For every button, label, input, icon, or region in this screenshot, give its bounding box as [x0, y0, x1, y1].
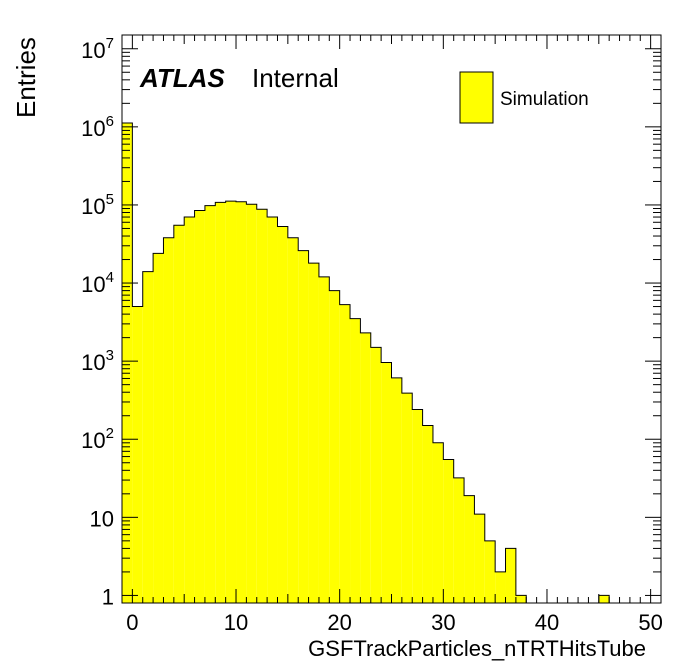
histogram-bar — [350, 318, 361, 603]
histogram-bar — [432, 442, 444, 603]
histogram-bar — [256, 209, 268, 604]
histogram-bar — [391, 377, 402, 603]
histogram-bar — [515, 595, 527, 603]
x-tick-label: 10 — [224, 610, 248, 635]
histogram-bar — [267, 217, 278, 604]
histogram-bar — [132, 306, 143, 603]
y-tick-label: 104 — [81, 269, 114, 297]
histogram-bar — [163, 237, 174, 604]
histogram-bar — [142, 271, 154, 603]
histogram-bar — [381, 362, 392, 603]
histogram-bar — [277, 226, 288, 604]
atlas-label: ATLAS — [139, 63, 225, 93]
y-tick-label: 107 — [81, 35, 114, 63]
y-tick-label: 103 — [81, 347, 114, 375]
histogram-bar — [360, 332, 371, 603]
histogram-bar — [204, 205, 216, 604]
y-tick-label: 10 — [90, 506, 114, 531]
axis-ticks — [122, 35, 661, 603]
plot-frame — [121, 34, 662, 604]
histogram-bar — [215, 202, 226, 603]
histogram-bar — [401, 393, 413, 603]
histogram-bar — [298, 250, 309, 603]
histogram-bar — [236, 201, 247, 603]
histogram-bar — [339, 304, 351, 603]
internal-label: Internal — [252, 63, 339, 93]
legend: Simulation — [459, 71, 589, 124]
x-tick-label: 0 — [126, 610, 138, 635]
histogram-bar — [484, 540, 496, 603]
histogram-bar — [225, 201, 237, 603]
y-tick-label: 106 — [81, 113, 114, 141]
x-tick-label: 50 — [638, 610, 662, 635]
y-tick-label: 105 — [81, 191, 114, 219]
y-tick-label: 102 — [81, 425, 114, 453]
histogram-bar — [194, 210, 205, 603]
x-tick-label: 20 — [327, 610, 351, 635]
histogram-bars — [121, 122, 651, 604]
histogram-bar — [505, 548, 516, 603]
histogram-bar — [308, 263, 319, 603]
x-tick-label: 40 — [535, 610, 559, 635]
y-tick-label: 1 — [102, 584, 114, 609]
histogram-bar — [443, 459, 454, 603]
y-tick-labels: 1 10 102 103 104 105 106 107 — [81, 35, 114, 610]
histogram-bar — [495, 571, 506, 603]
histogram-bar — [184, 217, 195, 604]
histogram-bar — [173, 225, 185, 603]
histogram-bar — [318, 276, 330, 603]
histogram-bar — [153, 253, 164, 603]
x-axis-title: GSFTrackParticles_nTRTHitsTube — [308, 636, 646, 661]
histogram-bar — [422, 425, 433, 603]
histogram-bar — [329, 290, 340, 603]
histogram-bar — [474, 514, 485, 603]
legend-label: Simulation — [500, 89, 589, 110]
x-tick-label: 30 — [431, 610, 455, 635]
histogram-bar — [287, 237, 299, 604]
histogram-bar — [598, 595, 610, 603]
histogram-bar — [464, 495, 475, 603]
legend-swatch — [459, 71, 494, 124]
x-tick-labels: 0 10 20 30 40 50 — [126, 610, 663, 635]
histogram-bar — [453, 477, 465, 603]
histogram-bar — [412, 409, 423, 603]
y-axis-title: Entries — [11, 37, 41, 118]
histogram-bar — [246, 204, 257, 604]
histogram-outline — [121, 122, 651, 604]
histogram-bar — [370, 347, 382, 603]
histogram-bar — [122, 123, 133, 603]
